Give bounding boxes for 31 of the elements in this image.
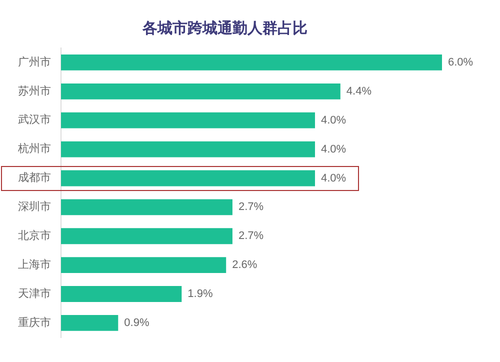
bar: [61, 112, 315, 128]
bar: [61, 228, 232, 244]
y-tick-label: 重庆市: [18, 316, 51, 329]
bar: [61, 257, 226, 274]
y-tick-label: 天津市: [18, 286, 51, 300]
data-label: 2.7%: [238, 201, 264, 214]
y-tick-label: 苏州市: [18, 84, 51, 98]
data-label: 4.4%: [346, 85, 372, 98]
y-tick-label: 成都市: [18, 171, 51, 184]
y-tick-label: 深圳市: [18, 200, 51, 214]
chart-title: 各城市跨城通勤人群占比: [142, 18, 308, 37]
y-tick-label: 杭州市: [17, 142, 51, 156]
y-tick-label: 武汉市: [18, 113, 51, 126]
data-label: 4.0%: [321, 172, 346, 184]
y-tick-label: 广州市: [18, 55, 51, 68]
y-tick-label: 上海市: [18, 258, 51, 271]
bar: [61, 141, 315, 158]
y-tick-label: 北京市: [18, 228, 51, 242]
data-label: 4.0%: [321, 143, 346, 156]
data-label: 0.9%: [124, 316, 150, 329]
data-label: 4.0%: [321, 114, 346, 126]
bar: [61, 83, 340, 100]
bar: [61, 314, 118, 331]
bar: [61, 199, 232, 216]
data-label: 6.0%: [448, 56, 474, 68]
bar: [61, 170, 315, 186]
data-label: 2.6%: [232, 259, 258, 272]
data-label: 2.7%: [238, 230, 264, 242]
bar: [61, 286, 182, 302]
bar: [61, 54, 442, 70]
data-label: 1.9%: [188, 288, 213, 300]
